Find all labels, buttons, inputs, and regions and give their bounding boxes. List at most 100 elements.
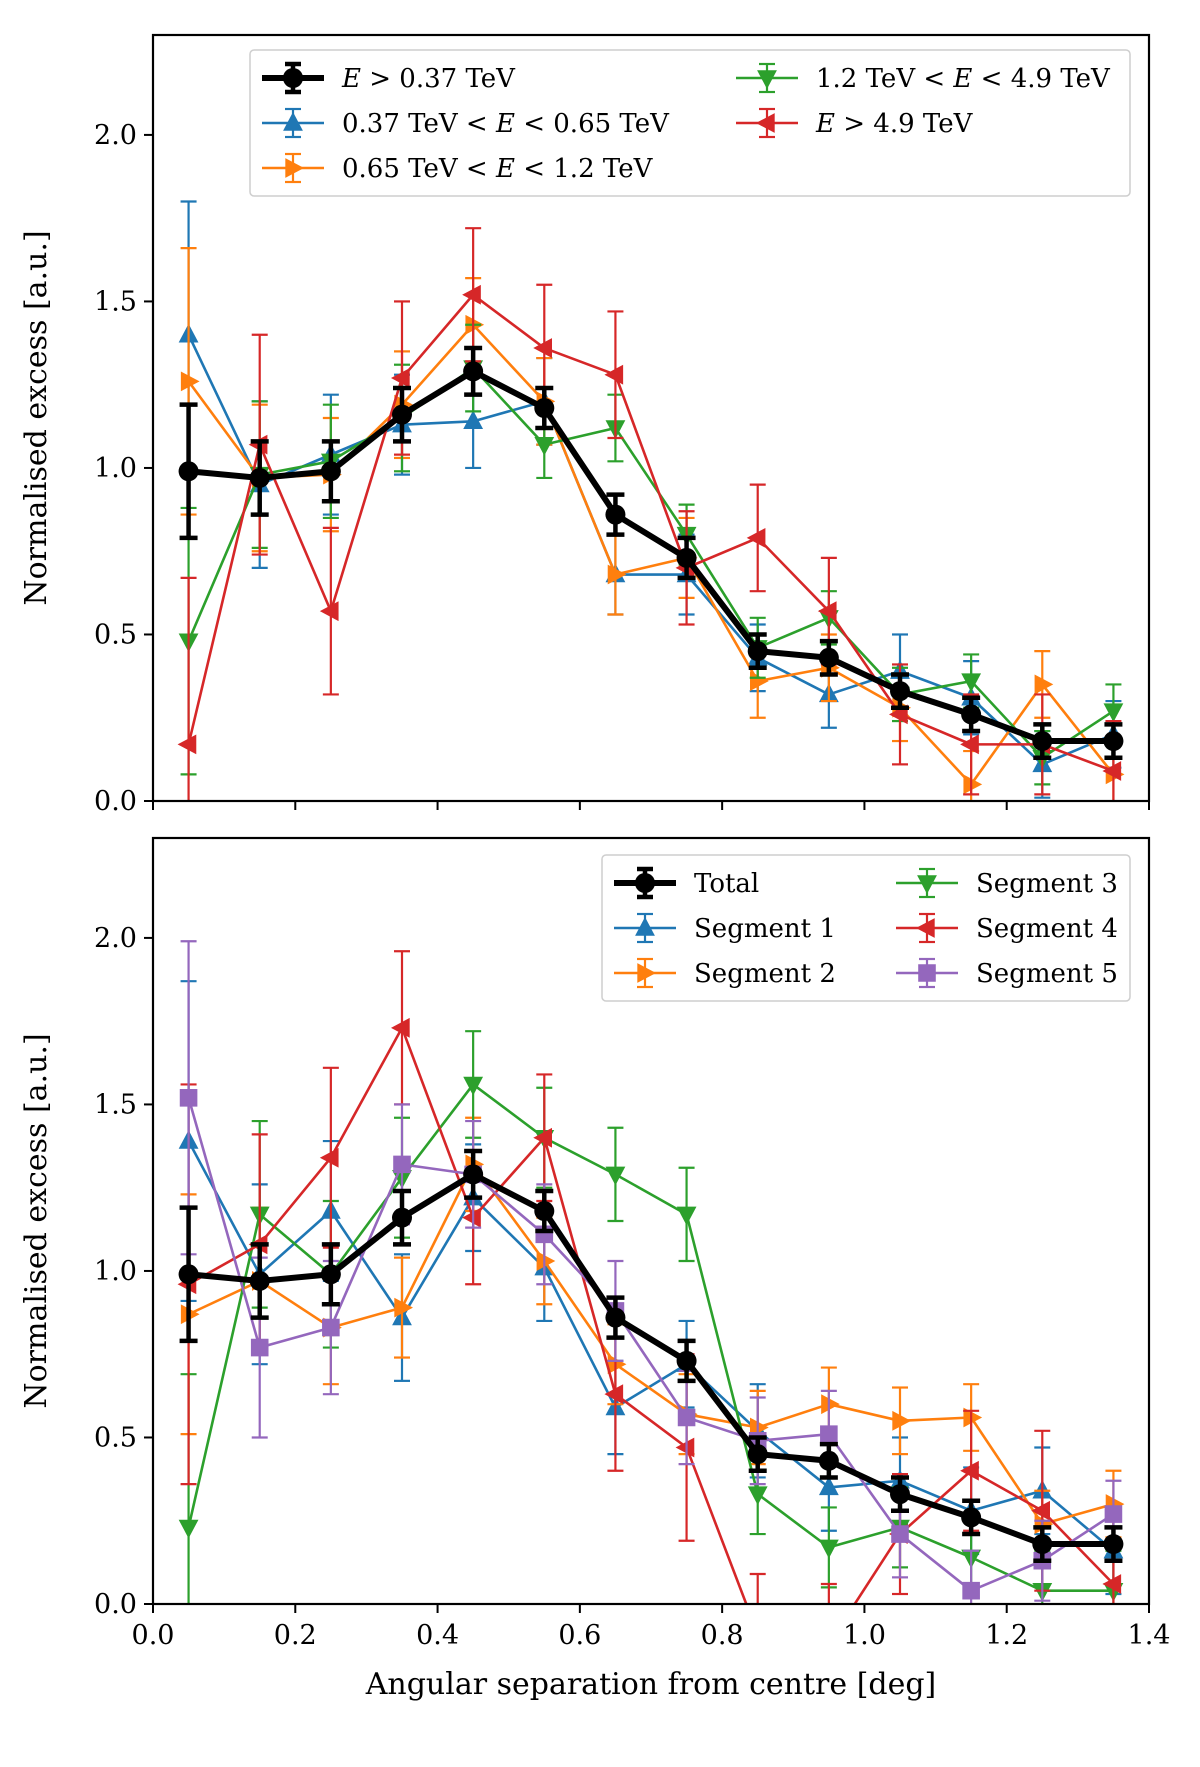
data-point bbox=[462, 1207, 481, 1228]
legend-label: Total bbox=[694, 869, 759, 899]
xtick-label: 1.2 bbox=[985, 1620, 1028, 1651]
legend-entry: 0.65 TeV < E < 1.2 TeV bbox=[262, 152, 654, 184]
data-point bbox=[249, 467, 270, 488]
ytick-label: 1.0 bbox=[94, 1256, 137, 1287]
data-point bbox=[322, 1318, 340, 1337]
legend-label: Segment 2 bbox=[694, 959, 836, 989]
data-point bbox=[750, 671, 769, 692]
data-point bbox=[1034, 674, 1054, 695]
panel-bottom: 0.0 0.5 1.0 1.5 2.0 0.0 0.2 0.4 0.6 0.8 1.0 1.2 1.4 N… bbox=[19, 836, 1171, 1702]
legend-label: Segment 1 bbox=[694, 914, 836, 944]
data-point bbox=[818, 1476, 839, 1496]
data-point bbox=[1103, 703, 1124, 723]
data-point bbox=[391, 368, 410, 388]
legend-label: Segment 5 bbox=[976, 959, 1118, 989]
series-line bbox=[187, 1097, 1115, 1592]
legend-marker bbox=[918, 964, 936, 982]
data-point bbox=[961, 704, 982, 725]
series-line bbox=[188, 1163, 1114, 1526]
series-0-65-tev-e-1-2-tev bbox=[180, 247, 1125, 801]
legend-marker bbox=[917, 875, 937, 894]
data-point bbox=[963, 774, 983, 795]
ytick-label: 1.5 bbox=[94, 1089, 137, 1120]
xtick-label: 1.4 bbox=[1128, 1620, 1171, 1651]
data-point bbox=[249, 1270, 270, 1291]
data-point bbox=[817, 601, 837, 622]
data-point bbox=[746, 527, 766, 548]
legend-entry: Total bbox=[614, 866, 759, 900]
data-point bbox=[747, 1486, 768, 1506]
y-axis-label: Normalised excess [a.u.] bbox=[19, 1033, 54, 1408]
data-point bbox=[463, 1164, 484, 1185]
data-point bbox=[677, 1408, 696, 1427]
legend-marker bbox=[756, 113, 775, 133]
xtick-label: 0.6 bbox=[558, 1620, 601, 1651]
ytick-label: 0.5 bbox=[94, 619, 137, 650]
legend-marker bbox=[637, 963, 656, 983]
data-point bbox=[534, 436, 555, 456]
legend-marker bbox=[635, 917, 655, 936]
data-point bbox=[178, 461, 199, 482]
data-point bbox=[463, 410, 484, 430]
data-point bbox=[604, 364, 624, 385]
data-point bbox=[818, 1539, 839, 1559]
xtick-label: 0.8 bbox=[701, 1620, 744, 1651]
legend-entry: Segment 4 bbox=[896, 912, 1118, 944]
series-line bbox=[187, 1083, 1114, 1592]
data-point bbox=[605, 1307, 626, 1328]
data-point bbox=[320, 461, 341, 482]
data-point bbox=[536, 1251, 556, 1271]
series-segment-3 bbox=[178, 1030, 1124, 1604]
data-point bbox=[607, 564, 627, 585]
data-point bbox=[604, 1384, 624, 1405]
legend-label: 1.2 TeV < E < 4.9 TeV bbox=[816, 64, 1111, 94]
legend-entry: Segment 3 bbox=[896, 867, 1118, 899]
series-line bbox=[187, 334, 1114, 766]
data-point bbox=[320, 1264, 341, 1285]
legend-marker bbox=[757, 70, 777, 89]
ytick-label: 2.0 bbox=[94, 923, 137, 954]
xtick-label: 0.4 bbox=[416, 1620, 459, 1651]
data-point bbox=[533, 1127, 552, 1148]
data-point bbox=[605, 1166, 626, 1186]
data-point bbox=[179, 1088, 198, 1107]
series-0-37-tev-e-0-65-tev bbox=[178, 200, 1124, 799]
data-point bbox=[178, 1264, 199, 1285]
data-point bbox=[820, 1425, 838, 1443]
data-point bbox=[676, 547, 697, 568]
legend-box bbox=[601, 854, 1131, 1002]
series-segment-5 bbox=[179, 940, 1123, 1604]
data-point bbox=[1032, 1534, 1053, 1555]
legend-label: 0.65 TeV < E < 1.2 TeV bbox=[342, 154, 654, 184]
data-point bbox=[533, 338, 552, 358]
legend-marker bbox=[285, 158, 304, 178]
data-point bbox=[1102, 1574, 1122, 1594]
data-point bbox=[821, 1394, 840, 1415]
legend-entry: Segment 5 bbox=[896, 957, 1118, 989]
x-axis-label: Angular separation from centre [deg] bbox=[365, 1667, 937, 1702]
data-point bbox=[818, 1450, 839, 1471]
data-point bbox=[1103, 1534, 1124, 1555]
data-point bbox=[818, 647, 839, 668]
legend-entry: E > 4.9 TeV bbox=[736, 107, 974, 139]
data-point bbox=[892, 1410, 911, 1431]
legend-entry: 1.2 TeV < E < 4.9 TeV bbox=[736, 62, 1111, 94]
data-point bbox=[607, 1354, 627, 1375]
legend-entry: Segment 2 bbox=[614, 957, 836, 989]
data-point bbox=[891, 1525, 909, 1543]
xtick-label: 0.0 bbox=[132, 1620, 175, 1651]
data-point bbox=[890, 681, 910, 702]
series-line bbox=[187, 293, 1114, 773]
data-point bbox=[392, 1207, 412, 1228]
series-line bbox=[188, 1171, 1114, 1548]
data-point bbox=[1032, 731, 1053, 752]
xtick-label: 1.0 bbox=[843, 1620, 886, 1651]
ytick-label: 1.0 bbox=[94, 453, 137, 484]
series-line bbox=[187, 1026, 1115, 1604]
ytick-label: 1.5 bbox=[94, 286, 137, 317]
ytick-label: 0.0 bbox=[94, 1589, 137, 1620]
ytick-label: 0.5 bbox=[94, 1422, 137, 1453]
legend-entry: Segment 1 bbox=[614, 912, 836, 944]
data-point bbox=[676, 1350, 697, 1371]
